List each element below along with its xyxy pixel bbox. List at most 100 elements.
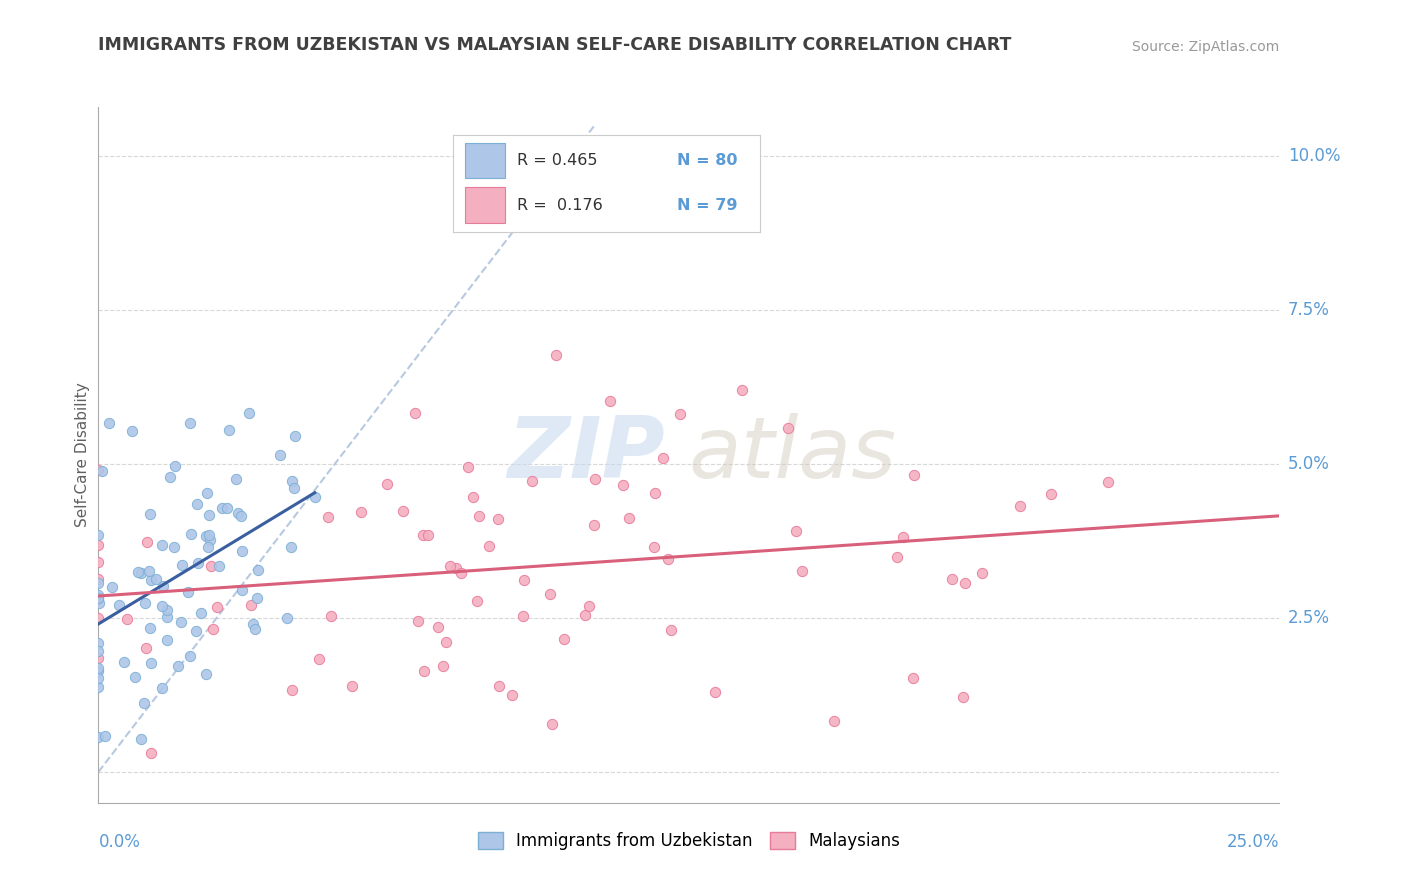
Point bbox=[165, 459, 187, 474]
Point bbox=[179, 648, 201, 663]
Point bbox=[247, 563, 270, 577]
Point bbox=[893, 530, 915, 544]
Point bbox=[132, 696, 155, 710]
Point bbox=[187, 556, 209, 570]
Point bbox=[225, 472, 247, 486]
Point bbox=[215, 501, 238, 516]
Point bbox=[231, 583, 253, 598]
Point bbox=[668, 407, 690, 421]
Point bbox=[197, 541, 219, 555]
Point bbox=[195, 667, 218, 681]
Point bbox=[463, 490, 485, 504]
Point bbox=[108, 598, 131, 612]
Point bbox=[316, 510, 339, 524]
Text: atlas: atlas bbox=[689, 413, 897, 497]
Point bbox=[413, 664, 436, 678]
Point bbox=[644, 486, 666, 500]
Point bbox=[139, 656, 162, 670]
Legend: Immigrants from Uzbekistan, Malaysians: Immigrants from Uzbekistan, Malaysians bbox=[471, 826, 907, 857]
Point bbox=[478, 539, 501, 553]
Point bbox=[269, 448, 291, 462]
Point bbox=[112, 655, 135, 669]
Point bbox=[87, 588, 110, 602]
Point bbox=[129, 732, 152, 747]
Text: Source: ZipAtlas.com: Source: ZipAtlas.com bbox=[1132, 39, 1279, 54]
Text: N = 80: N = 80 bbox=[676, 153, 737, 168]
Point bbox=[619, 511, 641, 525]
Point bbox=[416, 527, 439, 541]
Point bbox=[582, 518, 605, 533]
Point bbox=[226, 506, 249, 520]
Point bbox=[1010, 499, 1032, 513]
Point bbox=[578, 599, 600, 613]
Point bbox=[281, 474, 304, 488]
Y-axis label: Self-Care Disability: Self-Care Disability bbox=[75, 383, 90, 527]
Text: 7.5%: 7.5% bbox=[1288, 301, 1330, 319]
Point bbox=[156, 632, 179, 647]
Point bbox=[242, 616, 264, 631]
Point bbox=[87, 576, 110, 591]
Point bbox=[427, 620, 450, 634]
Point bbox=[901, 671, 924, 685]
Point bbox=[190, 606, 212, 620]
Point bbox=[208, 558, 231, 573]
Point bbox=[179, 416, 201, 430]
Point bbox=[574, 607, 596, 622]
Point bbox=[432, 658, 454, 673]
Point bbox=[87, 528, 110, 542]
Point bbox=[404, 406, 426, 420]
Point bbox=[198, 508, 221, 522]
Point bbox=[308, 652, 330, 666]
Point bbox=[194, 529, 217, 543]
Point bbox=[163, 540, 186, 554]
Point bbox=[465, 594, 488, 608]
Point bbox=[468, 508, 491, 523]
Point bbox=[792, 565, 814, 579]
Point bbox=[87, 596, 110, 610]
Point bbox=[599, 394, 621, 409]
Point bbox=[172, 558, 194, 572]
Point bbox=[703, 685, 725, 699]
Point bbox=[139, 746, 162, 760]
Text: IMMIGRANTS FROM UZBEKISTAN VS MALAYSIAN SELF-CARE DISABILITY CORRELATION CHART: IMMIGRANTS FROM UZBEKISTAN VS MALAYSIAN … bbox=[98, 36, 1012, 54]
Point bbox=[391, 504, 413, 518]
Point bbox=[90, 464, 112, 478]
Point bbox=[375, 476, 398, 491]
Point bbox=[612, 478, 634, 492]
Point bbox=[823, 714, 845, 728]
Text: R = 0.465: R = 0.465 bbox=[517, 153, 598, 168]
Point bbox=[202, 622, 225, 636]
Point bbox=[972, 566, 994, 580]
Point bbox=[520, 474, 543, 488]
Point bbox=[135, 535, 157, 549]
Point bbox=[94, 729, 117, 743]
Point bbox=[238, 406, 260, 420]
Point bbox=[350, 505, 373, 519]
Point bbox=[134, 596, 156, 610]
Point bbox=[150, 599, 173, 613]
Point bbox=[231, 543, 253, 558]
Point bbox=[135, 640, 157, 655]
Point bbox=[87, 671, 110, 685]
Point bbox=[488, 679, 510, 693]
FancyBboxPatch shape bbox=[465, 187, 505, 222]
Point bbox=[170, 615, 193, 629]
Point bbox=[941, 572, 963, 586]
Point bbox=[540, 717, 562, 731]
Point bbox=[127, 565, 149, 579]
Point bbox=[281, 683, 304, 698]
Point bbox=[1097, 475, 1119, 489]
Point bbox=[150, 538, 173, 552]
Point bbox=[177, 585, 200, 599]
Text: ZIP: ZIP bbox=[508, 413, 665, 497]
Point bbox=[657, 551, 679, 566]
Point bbox=[776, 421, 799, 435]
Point bbox=[731, 383, 754, 397]
Point bbox=[87, 636, 110, 650]
Point bbox=[886, 549, 908, 564]
Point bbox=[304, 490, 326, 504]
Point bbox=[450, 566, 472, 581]
Point bbox=[284, 428, 307, 442]
Point bbox=[408, 614, 430, 628]
Point bbox=[457, 459, 479, 474]
